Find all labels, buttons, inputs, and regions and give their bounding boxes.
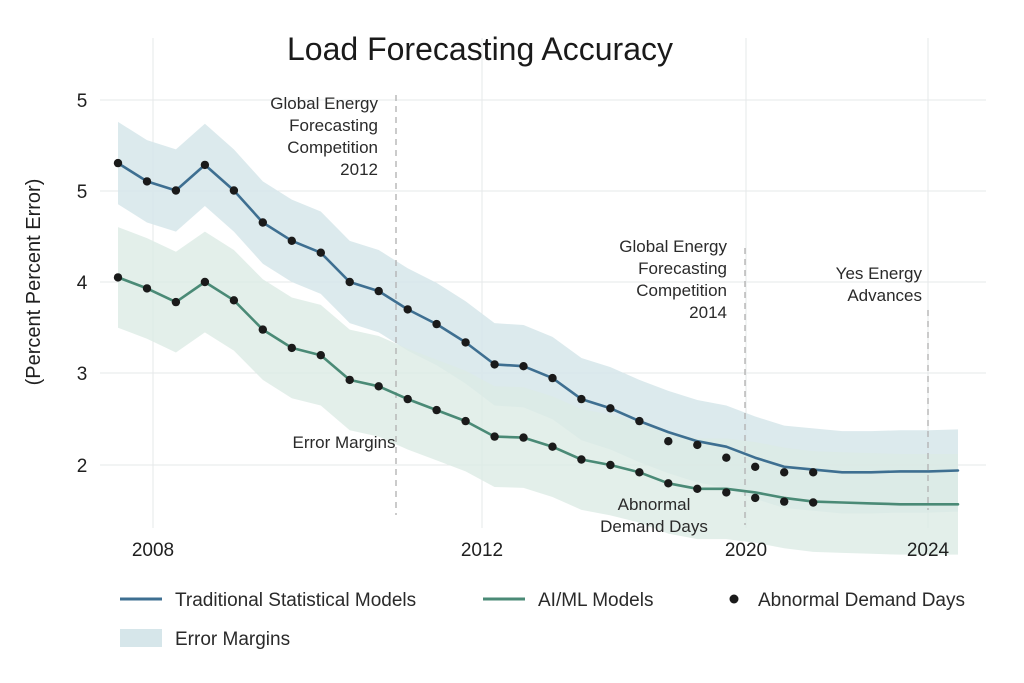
annotation-text: Global Energy [270, 94, 378, 113]
abnormal-demand-dot [606, 404, 615, 413]
abnormal-demand-dot [548, 442, 557, 451]
abnormal-demand-dot [229, 296, 239, 305]
abnormal-demand-dot [519, 362, 528, 371]
x-tick-label: 2012 [461, 540, 503, 561]
abnormal-demand-dot [490, 360, 499, 369]
series-line-ai-ml [116, 276, 960, 506]
legend-swatch-band [120, 629, 162, 647]
abnormal-demand-dot [345, 277, 354, 287]
y-tick-label: 2 [77, 456, 88, 477]
axis-layer: 2 3 4 5 5 2008 2012 2020 2024 [77, 91, 950, 561]
error-band-traditional [118, 121, 958, 514]
abnormal-dot-layer [113, 158, 818, 507]
y-tick-label: 5 [77, 91, 88, 112]
abnormal-demand-dot [142, 284, 152, 293]
abnormal-demand-dot [432, 319, 441, 329]
abnormal-demand-dot [316, 351, 325, 360]
x-tick-label: 2024 [907, 540, 950, 561]
legend-swatch-dot [729, 594, 739, 604]
annotation-text: Forecasting [638, 259, 727, 278]
annotation-text: 2012 [340, 160, 378, 179]
legend-label: Traditional Statistical Models [175, 590, 416, 611]
abnormal-demand-dot [113, 273, 123, 282]
annotation-text: 2014 [689, 303, 727, 322]
abnormal-demand-dot [809, 468, 818, 477]
x-tick-label: 2020 [725, 540, 767, 561]
abnormal-demand-dot [287, 236, 296, 245]
abnormal-demand-dot [780, 497, 789, 506]
chart-title: Load Forecasting Accuracy [287, 31, 673, 67]
abnormal-demand-dot [577, 394, 586, 404]
abnormal-demand-dot [345, 375, 354, 385]
abnormal-demand-dot [200, 160, 210, 170]
abnormal-demand-dot [171, 186, 181, 195]
series-layer [116, 161, 960, 506]
legend-label: AI/ML Models [538, 590, 653, 611]
abnormal-demand-dot [577, 455, 586, 464]
abnormal-demand-dot [693, 484, 702, 493]
abnormal-demand-dot [635, 468, 644, 477]
abnormal-demand-dot [751, 462, 760, 471]
annotation-text: Yes Energy [836, 264, 923, 283]
abnormal-demand-dot [113, 158, 123, 168]
legend-label: Abnormal Demand Days [758, 590, 965, 611]
abnormal-demand-dot [229, 186, 239, 195]
x-tick-label: 2008 [132, 540, 174, 561]
abnormal-demand-dot [374, 382, 383, 391]
abnormal-demand-dot [635, 416, 644, 426]
annotation-text: Competition [636, 281, 727, 300]
annotation-text: Demand Days [600, 517, 708, 536]
annotation-text: Global Energy [619, 237, 727, 256]
abnormal-demand-dot [374, 286, 383, 296]
error-band-ai-ml [118, 227, 958, 555]
annotation-layer: Global Energy Forecasting Competition 2012 G… [270, 94, 922, 536]
annotation-text: Advances [847, 286, 922, 305]
abnormal-demand-dot [258, 325, 267, 334]
y-tick-label: 4 [77, 273, 88, 294]
event-line-layer [395, 95, 929, 525]
abnormal-demand-dot [461, 338, 470, 347]
abnormal-demand-dot [519, 433, 528, 442]
annotation-text: Forecasting [289, 116, 378, 135]
abnormal-demand-dot [316, 248, 325, 257]
abnormal-demand-dot [403, 394, 412, 404]
legend: Traditional Statistical Models AI/ML Mode… [120, 590, 965, 650]
y-axis-label: (Percent Percent Error) [23, 179, 45, 386]
abnormal-demand-dot [258, 218, 267, 227]
abnormal-demand-dot [287, 343, 296, 353]
annotation-text: Competition [287, 138, 378, 157]
abnormal-demand-dot [722, 488, 731, 497]
abnormal-demand-dot [461, 416, 470, 426]
abnormal-demand-dot [548, 373, 557, 383]
abnormal-demand-dot [606, 460, 615, 470]
error-band-layer [118, 121, 958, 555]
abnormal-demand-dot [751, 493, 760, 503]
abnormal-demand-dot [693, 440, 702, 450]
abnormal-demand-dot [780, 468, 789, 477]
abnormal-demand-dot [664, 437, 673, 446]
abnormal-demand-dot [664, 479, 673, 488]
series-line-traditional [116, 161, 960, 474]
y-tick-label: 3 [77, 364, 88, 385]
abnormal-demand-dot [403, 305, 412, 314]
abnormal-demand-dot [171, 297, 181, 307]
abnormal-demand-dot [200, 277, 210, 287]
annotation-text: Abnormal [618, 495, 691, 514]
abnormal-demand-dot [809, 498, 818, 507]
legend-label: Error Margins [175, 629, 290, 650]
abnormal-demand-dot [722, 453, 731, 462]
annotation-text: Error Margins [293, 433, 396, 452]
abnormal-demand-dot [142, 177, 152, 186]
abnormal-demand-dot [490, 432, 499, 441]
abnormal-demand-dot [432, 405, 441, 415]
y-tick-label: 5 [77, 182, 88, 203]
